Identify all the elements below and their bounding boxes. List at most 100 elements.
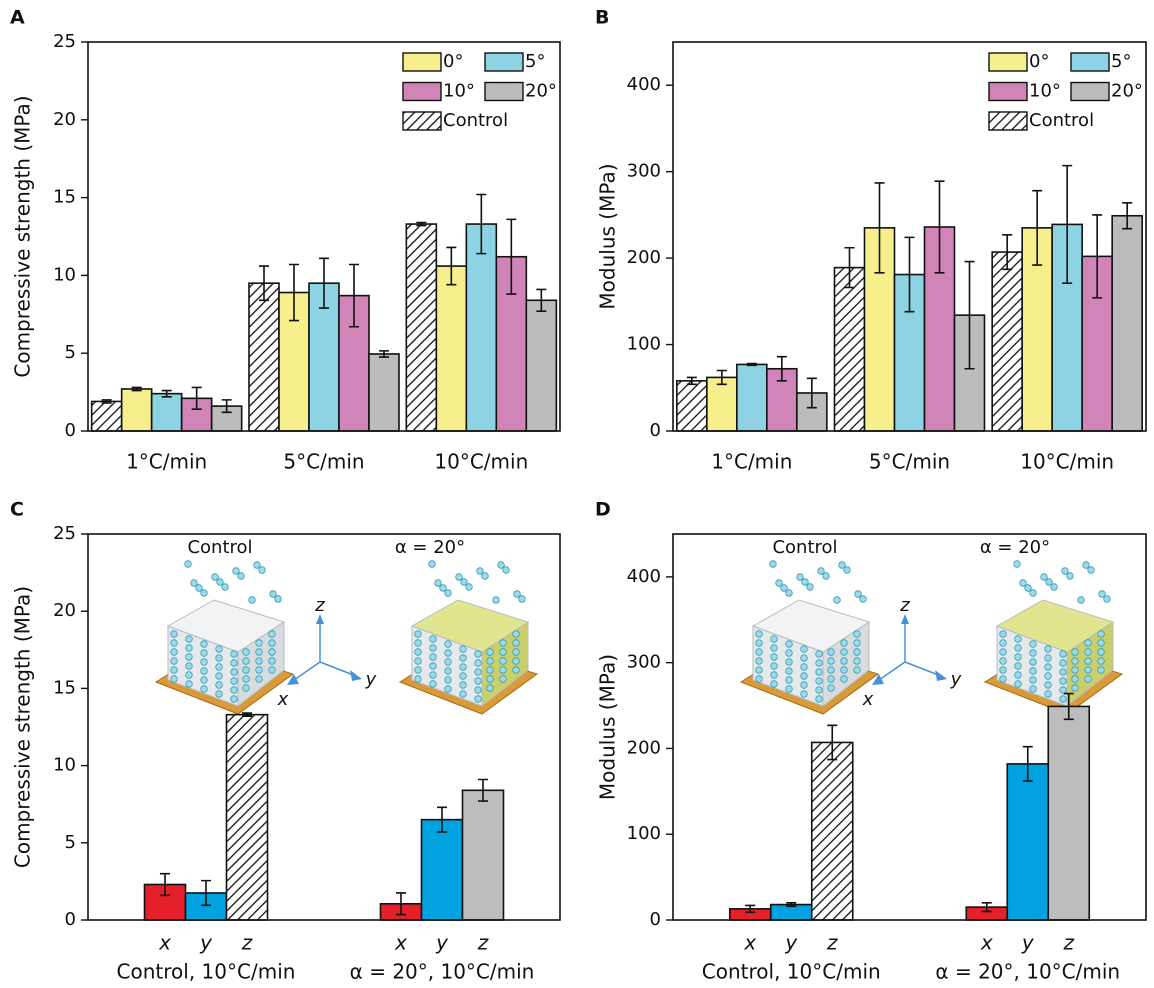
plot-frame — [672, 533, 1147, 921]
error-bar — [476, 193, 487, 255]
particle — [755, 630, 763, 638]
particle — [770, 644, 778, 652]
x-tick-label: z — [1063, 931, 1075, 955]
particle — [230, 659, 238, 667]
particle — [796, 573, 804, 581]
bar — [435, 265, 468, 432]
bar — [368, 353, 400, 432]
triad-head — [350, 670, 362, 681]
x-tick-label: x — [158, 931, 171, 955]
particle — [840, 675, 848, 683]
particle — [215, 690, 223, 698]
y-tick-label: 15 — [53, 677, 76, 698]
particle — [459, 654, 467, 662]
axis-letter: z — [899, 595, 910, 616]
particle — [1044, 654, 1052, 662]
particle — [499, 675, 507, 683]
particle — [215, 645, 223, 653]
triad-head — [287, 674, 299, 685]
particle — [429, 671, 437, 679]
particle — [242, 684, 250, 692]
bar — [810, 741, 854, 921]
particle — [185, 653, 193, 661]
legend-label: 10° — [1029, 81, 1061, 102]
particle — [230, 650, 238, 658]
particle — [843, 566, 851, 574]
y-tick-label: 0 — [65, 909, 76, 930]
particle — [775, 579, 783, 587]
particle — [185, 644, 193, 652]
particle — [444, 658, 452, 666]
legend-swatch — [988, 52, 1028, 72]
particle — [184, 560, 192, 568]
particle — [1066, 572, 1074, 580]
particle — [840, 639, 848, 647]
particle — [242, 675, 250, 683]
x-tick-label: y — [199, 931, 213, 955]
particle — [755, 639, 763, 647]
x-tick-label: y — [1021, 931, 1035, 955]
particle — [200, 676, 208, 684]
error-bar — [191, 386, 202, 411]
bar — [1006, 763, 1050, 921]
particle — [815, 677, 823, 685]
particle — [1059, 677, 1067, 685]
particle — [1044, 681, 1052, 689]
y-tick-label: 300 — [627, 652, 661, 673]
particle — [1029, 667, 1037, 675]
plot-frame — [87, 533, 561, 921]
y-tick-label: 20 — [53, 600, 76, 621]
y-tick-label: 5 — [65, 342, 76, 363]
particle — [459, 672, 467, 680]
error-bar — [1002, 233, 1013, 271]
particle — [512, 657, 520, 665]
y-tick-label: 20 — [53, 109, 76, 130]
legend-label: 20° — [1111, 81, 1143, 102]
particle — [1061, 567, 1069, 575]
particle — [414, 648, 422, 656]
particle — [833, 596, 841, 604]
x-tick-label: x — [394, 931, 407, 955]
particle — [755, 666, 763, 674]
legend-swatch — [1070, 52, 1110, 72]
particle — [1071, 648, 1079, 656]
error-bar — [379, 350, 389, 358]
error-bar — [536, 288, 547, 312]
particle — [1045, 578, 1053, 586]
particle — [853, 630, 861, 638]
y-tick-label: 400 — [627, 74, 661, 95]
particle — [770, 680, 778, 688]
particle — [1071, 684, 1079, 692]
x-tick-label: 5°C/min — [283, 450, 364, 474]
particle — [827, 666, 835, 674]
particle — [840, 648, 848, 656]
particle — [1103, 595, 1111, 603]
particle — [232, 567, 240, 575]
bar — [90, 400, 123, 432]
error-bar — [349, 263, 359, 328]
particle — [801, 578, 809, 586]
particle — [800, 663, 808, 671]
plot-frame — [672, 41, 1147, 432]
particle — [853, 666, 861, 674]
particle — [1059, 659, 1067, 667]
panel: Control α = 20° z x y D Modulus (MPa) 0 100… — [595, 499, 1147, 984]
particle — [170, 630, 178, 638]
particle — [1014, 653, 1022, 661]
particle — [230, 695, 238, 703]
particle — [474, 650, 482, 658]
plot-frame — [87, 41, 561, 432]
particle — [444, 640, 452, 648]
x-tick-label: y — [784, 931, 798, 955]
particle — [785, 589, 793, 597]
particle — [999, 639, 1007, 647]
particle — [474, 668, 482, 676]
bar — [225, 713, 269, 921]
particle — [999, 630, 1007, 638]
particle — [853, 648, 861, 656]
error-bar — [259, 265, 269, 302]
particle — [1014, 671, 1022, 679]
particle — [170, 648, 178, 656]
error-bar — [806, 377, 817, 409]
